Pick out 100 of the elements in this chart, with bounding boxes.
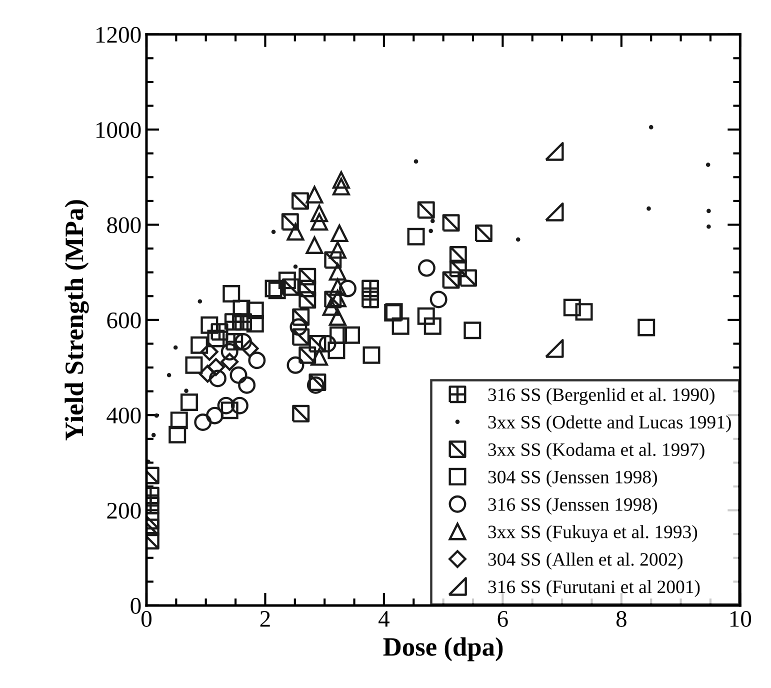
point: [298, 268, 316, 286]
point: [292, 308, 310, 326]
point: [428, 228, 434, 234]
point: [292, 328, 310, 346]
point: [424, 317, 442, 335]
point: [166, 372, 172, 378]
y-tick-label: 600: [107, 312, 141, 328]
point: [516, 237, 520, 242]
point: [222, 285, 240, 302]
point: [706, 162, 710, 167]
x-axis-title: Dose (dpa): [383, 637, 503, 662]
point: [185, 356, 203, 374]
point: [190, 336, 208, 354]
point: [332, 178, 350, 196]
point: [151, 432, 156, 438]
point: [240, 340, 259, 358]
point: [706, 224, 711, 229]
point: [310, 204, 328, 222]
point: [198, 299, 202, 304]
legend-label: 304 SS (Jenssen 1998): [488, 470, 657, 488]
point: [392, 317, 410, 335]
point: [638, 318, 656, 336]
point: [230, 366, 248, 384]
point: [442, 214, 460, 232]
x-tick-label: 10: [730, 610, 752, 627]
point: [278, 272, 296, 290]
point: [286, 356, 304, 374]
point: [544, 142, 564, 161]
x-tick-label: 2: [260, 611, 270, 627]
legend-label: 3xx SS (Kodama et al. 1997): [488, 442, 704, 460]
point: [220, 402, 238, 420]
point: [706, 208, 711, 214]
point: [474, 224, 492, 242]
point: [170, 412, 188, 430]
point: [220, 352, 239, 371]
y-tick-label: 1000: [96, 122, 141, 138]
legend-label: 316 SS (Furutani et al 2001): [488, 580, 700, 598]
point: [332, 171, 350, 189]
point: [362, 290, 380, 308]
legend-label: 316 SS (Bergenlid et al. 1990): [488, 388, 714, 405]
legend-label: 3xx SS (Odette and Lucas 1991): [488, 415, 731, 432]
point: [418, 259, 436, 277]
point: [248, 352, 266, 370]
point: [234, 313, 252, 331]
x-tick-label: 8: [616, 610, 626, 627]
legend-label: 304 SS (Allen et al. 2002): [488, 552, 682, 570]
point: [407, 228, 425, 246]
point: [180, 393, 198, 411]
point: [324, 290, 342, 308]
point: [246, 302, 264, 320]
point: [292, 404, 310, 422]
point: [330, 224, 348, 242]
point: [324, 251, 342, 269]
point: [271, 230, 276, 234]
point: [238, 376, 256, 394]
y-axis-title: Yield Strength (MPa): [64, 200, 89, 440]
point: [246, 314, 264, 332]
point: [328, 308, 346, 326]
point: [308, 334, 326, 352]
y-tick-label: 1200: [96, 26, 141, 43]
point: [328, 342, 346, 360]
point: [449, 260, 467, 278]
point: [575, 303, 593, 321]
point: [268, 282, 286, 300]
y-tick-label: 200: [107, 502, 141, 519]
point: [544, 339, 564, 358]
point: [417, 307, 435, 325]
point: [362, 280, 380, 298]
point: [154, 413, 159, 418]
point: [264, 280, 282, 298]
x-tick-label: 6: [498, 611, 508, 627]
x-tick-label: 0: [141, 610, 152, 627]
point: [430, 290, 448, 308]
point: [306, 186, 324, 204]
point: [310, 213, 328, 231]
legend-label: 316 SS (Jenssen 1998): [488, 498, 657, 515]
point: [414, 159, 418, 164]
point: [430, 218, 435, 224]
y-tick-label: 0: [130, 598, 141, 614]
point: [292, 192, 309, 210]
point: [281, 213, 299, 231]
point: [184, 388, 188, 393]
point: [206, 358, 225, 376]
point: [198, 364, 217, 383]
point: [342, 326, 360, 344]
point: [168, 426, 186, 444]
point: [646, 206, 651, 211]
x-tick-label: 4: [378, 611, 390, 627]
point: [362, 346, 380, 364]
point: [544, 202, 564, 222]
point: [286, 223, 304, 241]
legend-label: 3xx SS (Fukuya et al. 1993): [488, 525, 698, 542]
point: [226, 333, 244, 351]
point: [293, 264, 298, 269]
point: [200, 316, 218, 334]
y-tick-label: 400: [106, 408, 141, 424]
point: [298, 346, 316, 364]
point: [449, 246, 467, 264]
point: [563, 298, 581, 316]
point: [298, 291, 316, 309]
